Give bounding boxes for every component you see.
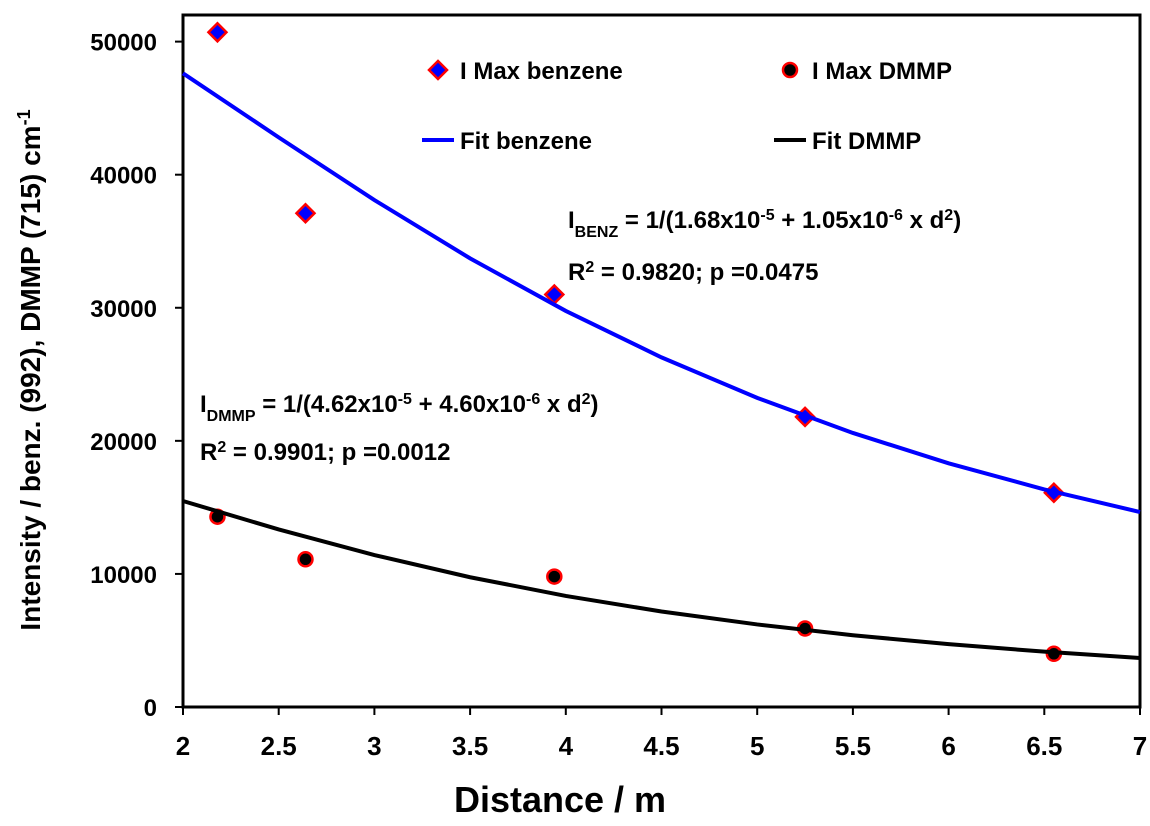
subscript: BENZ — [575, 224, 619, 241]
x-tick-label: 3.5 — [452, 731, 488, 761]
superscript: 2 — [585, 259, 594, 276]
y-tick-label: 0 — [144, 695, 157, 722]
y-tick-label: 20000 — [90, 429, 157, 456]
annotation: IBENZ = 1/(1.68x10-5 + 1.05x10-6 x d2) — [568, 207, 961, 241]
superscript: -6 — [889, 207, 903, 224]
text-run: x d — [903, 207, 944, 234]
diamond-marker — [294, 202, 317, 225]
text-run: ) — [953, 207, 961, 234]
legend-label: Fit benzene — [460, 128, 592, 155]
text-run: = 1/(4.62x10 — [256, 391, 398, 418]
x-axis-title: Distance / m — [454, 779, 666, 820]
circle-marker — [297, 551, 314, 568]
x-tick-label: 6 — [941, 731, 955, 761]
annotation: R2 = 0.9820; p =0.0475 — [568, 259, 818, 287]
text-run: x d — [540, 391, 581, 418]
y-tick-label: 50000 — [90, 30, 157, 57]
legend-label: I Max benzene — [460, 58, 623, 85]
x-tick-label: 2 — [176, 731, 190, 761]
fit-line — [182, 499, 1141, 660]
text-run: + 1.05x10 — [775, 207, 889, 234]
text-run: Intensity / benz. (992), DMMP (715) cm — [15, 125, 46, 630]
text-run: = 0.9820; p =0.0475 — [594, 259, 818, 286]
text-run: R — [200, 439, 217, 466]
y-tick-label: 40000 — [90, 163, 157, 190]
legend-label: I Max DMMP — [812, 58, 952, 85]
y-tick-label: 10000 — [90, 562, 157, 589]
y-tick-label: 30000 — [90, 296, 157, 323]
y-axis-title: Intensity / benz. (992), DMMP (715) cm-1 — [14, 109, 46, 630]
superscript: -6 — [526, 391, 540, 408]
legend-label: Fit DMMP — [812, 128, 921, 155]
plot-frame — [181, 13, 1142, 709]
legend-marker — [781, 61, 799, 79]
text-run: I — [568, 207, 575, 234]
text-run: = 0.9901; p =0.0012 — [226, 439, 450, 466]
x-tick-label: 4.5 — [643, 731, 679, 761]
superscript: -5 — [398, 391, 412, 408]
superscript: 2 — [944, 207, 953, 224]
text-run: ) — [591, 391, 599, 418]
x-tick-label: 2.5 — [261, 731, 297, 761]
fit-line — [181, 71, 1141, 514]
x-tick-label: 5 — [750, 731, 764, 761]
x-tick-label: 7 — [1133, 731, 1147, 761]
diamond-marker — [206, 21, 229, 44]
annotation: R2 = 0.9901; p =0.0012 — [200, 439, 450, 467]
legend-marker — [427, 59, 449, 81]
x-tick-label: 6.5 — [1026, 731, 1062, 761]
text-run: + 4.60x10 — [412, 391, 526, 418]
circle-marker — [546, 568, 563, 585]
text-run: I — [200, 391, 207, 418]
superscript: 2 — [582, 391, 591, 408]
x-tick-label: 4 — [559, 731, 574, 761]
superscript: -5 — [760, 207, 774, 224]
superscript: -1 — [14, 109, 34, 125]
text-run: = 1/(1.68x10 — [618, 207, 760, 234]
x-tick-label: 5.5 — [835, 731, 871, 761]
annotation: IDMMP = 1/(4.62x10-5 + 4.60x10-6 x d2) — [200, 391, 599, 425]
subscript: DMMP — [207, 408, 256, 425]
x-tick-label: 3 — [367, 731, 381, 761]
superscript: 2 — [217, 439, 226, 456]
text-run: R — [568, 259, 585, 286]
